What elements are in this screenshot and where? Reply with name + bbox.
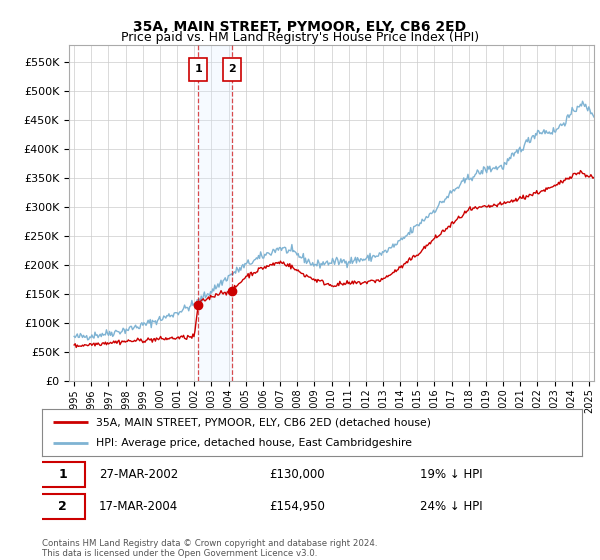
Text: 19% ↓ HPI: 19% ↓ HPI [420,468,482,481]
Text: 27-MAR-2002: 27-MAR-2002 [98,468,178,481]
FancyBboxPatch shape [40,462,85,487]
Text: 1: 1 [194,64,202,74]
Bar [198,45,232,381]
FancyBboxPatch shape [40,494,85,519]
Text: HPI: Average price, detached house, East Cambridgeshire: HPI: Average price, detached house, East… [96,438,412,448]
Text: Price paid vs. HM Land Registry's House Price Index (HPI): Price paid vs. HM Land Registry's House … [121,31,479,44]
FancyBboxPatch shape [189,58,207,81]
Text: 2: 2 [228,64,236,74]
Text: Contains HM Land Registry data © Crown copyright and database right 2024.
This d: Contains HM Land Registry data © Crown c… [42,539,377,558]
Text: 35A, MAIN STREET, PYMOOR, ELY, CB6 2ED: 35A, MAIN STREET, PYMOOR, ELY, CB6 2ED [133,20,467,34]
Text: 35A, MAIN STREET, PYMOOR, ELY, CB6 2ED (detached house): 35A, MAIN STREET, PYMOOR, ELY, CB6 2ED (… [96,417,431,427]
Text: 1: 1 [58,468,67,481]
Text: 17-MAR-2004: 17-MAR-2004 [98,500,178,513]
Text: £154,950: £154,950 [269,500,325,513]
Text: 24% ↓ HPI: 24% ↓ HPI [420,500,482,513]
Text: 2: 2 [58,500,67,513]
Text: £130,000: £130,000 [269,468,325,481]
FancyBboxPatch shape [223,58,241,81]
